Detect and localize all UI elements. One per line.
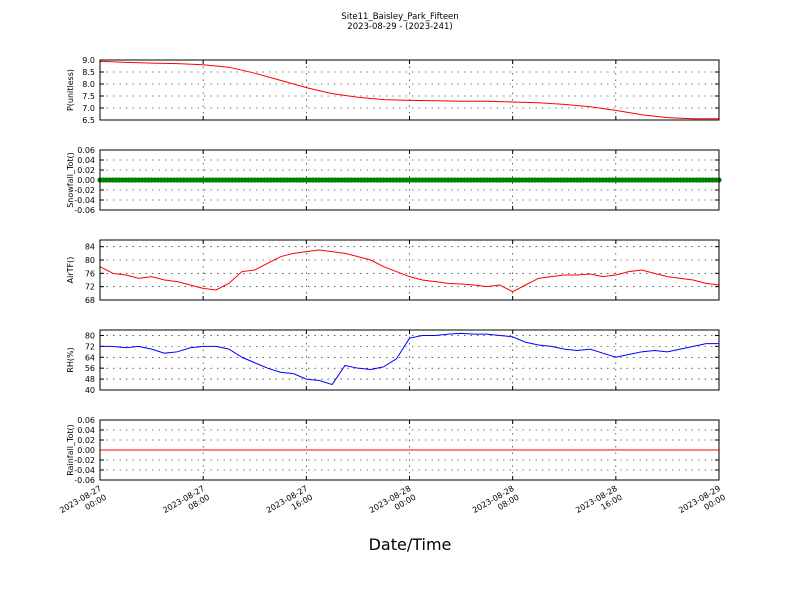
y-axis-label: AirTF() [66, 257, 75, 284]
y-tick-label: 9.0 [82, 56, 95, 65]
y-tick-label: -0.02 [74, 186, 95, 195]
panel-frame [99, 59, 720, 121]
panel-2: 0.060.040.020.00-0.02-0.04-0.06Snowfall_… [66, 146, 722, 215]
y-axis-label: P(unitless) [66, 69, 75, 111]
panel-frame [99, 329, 720, 391]
y-tick-label: 6.5 [82, 116, 95, 125]
panel-3: 84 80 76 72 68 AirTF() [66, 239, 720, 305]
y-tick-label: -0.06 [74, 206, 95, 215]
y-tick-label: 80 [85, 256, 95, 265]
y-axis-label: Rainfall_Tot() [66, 424, 75, 476]
chart-subtitle: 2023-08-29 - (2023-241) [347, 22, 452, 32]
series-line [99, 249, 720, 293]
y-tick-label: 0.00 [77, 446, 95, 455]
y-tick-label: 8.5 [82, 68, 95, 77]
y-tick-label: 8.0 [82, 80, 95, 89]
panel-frame [99, 419, 720, 481]
y-tick-label: -0.02 [74, 456, 95, 465]
y-tick-label: 68 [85, 296, 95, 305]
x-axis-label: Date/Time [369, 535, 452, 554]
y-tick-label: 40 [85, 386, 95, 395]
y-tick-label: 72 [85, 342, 95, 351]
panel-frame [99, 239, 720, 301]
panel-4: 80 72 64 56 48 40 RH(%) [66, 329, 720, 395]
y-tick-label: 7.5 [82, 92, 95, 101]
series-line [99, 60, 719, 120]
y-tick-label: 84 [85, 243, 95, 252]
y-tick-label: 64 [85, 353, 95, 362]
y-tick-label: 0.02 [77, 436, 95, 445]
y-tick-label: 56 [85, 364, 95, 373]
y-tick-label: 48 [85, 375, 95, 384]
panels-layer: 9.08.58.07.57.06.5P(unitless)0.060.040.0… [58, 56, 727, 515]
y-tick-label: 7.0 [82, 104, 95, 113]
y-tick-label: -0.04 [74, 196, 95, 205]
y-tick-label: 76 [85, 269, 95, 278]
y-tick-label: 0.02 [77, 166, 95, 175]
chart-title: Site11_Baisley_Park_Fifteen [341, 12, 458, 22]
y-axis-label: Snowfall_Tot() [66, 152, 75, 208]
y-tick-label: 0.04 [77, 156, 95, 165]
y-tick-label: -0.06 [74, 476, 95, 485]
y-axis-label: RH(%) [66, 347, 75, 372]
panel-1: 9.0 8.5 8.0 7.5 7.0 6.5 P(unitless) [66, 56, 720, 125]
y-tick-label: 72 [85, 283, 95, 292]
y-tick-label: 0.04 [77, 426, 95, 435]
y-tick-label: 80 [85, 331, 95, 340]
y-tick-label: -0.04 [74, 466, 95, 475]
y-tick-label: 0.06 [77, 416, 95, 425]
y-tick-label: 0.00 [77, 176, 95, 185]
y-tick-label: 0.06 [77, 146, 95, 155]
panel-5: 0.060.040.020.00-0.02-0.04-0.06Rainfall_… [66, 416, 720, 485]
series-line [100, 332, 719, 386]
panel-frame [99, 149, 720, 211]
